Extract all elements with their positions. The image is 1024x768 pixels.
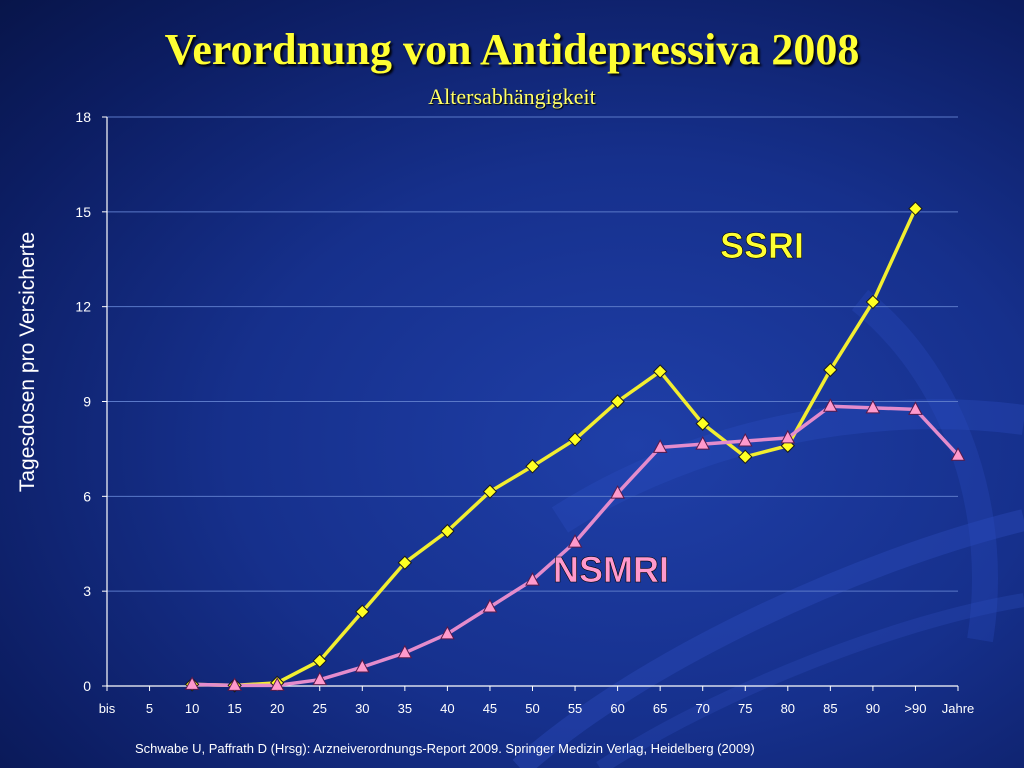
source-citation: Schwabe U, Paffrath D (Hrsg): Arzneivero…	[135, 741, 755, 756]
gridlines	[107, 116, 958, 592]
y-tick-label: 9	[83, 394, 91, 410]
x-tick-label: 10	[185, 701, 199, 716]
x-tick-label: 35	[398, 701, 412, 716]
y-tick-label: 3	[83, 583, 91, 599]
series-line-ssri	[192, 207, 918, 688]
data-point-nsmri	[865, 399, 881, 414]
x-tick-label: 15	[227, 701, 241, 716]
x-tick-label: 90	[866, 701, 880, 716]
data-point-nsmri	[312, 671, 328, 686]
slide-subtitle: Altersabhängigkeit	[428, 84, 596, 109]
x-tick-label: >90	[904, 701, 926, 716]
x-tick-label: 70	[695, 701, 709, 716]
x-tick-label: 80	[781, 701, 795, 716]
series-markers	[184, 201, 966, 693]
x-tick-label: 55	[568, 701, 582, 716]
y-tick-labels: 0 3 6 9 12 15 18	[75, 109, 91, 694]
data-point-nsmri	[482, 598, 498, 613]
x-tick-label: 20	[270, 701, 284, 716]
data-point-nsmri	[440, 625, 455, 640]
x-tick-labels: bis 5 10 15 20 25 30 35 40 45 50 55 60 65 70 75 80 85 90 >9…	[99, 701, 975, 716]
x-tick-label: 75	[738, 701, 752, 716]
data-point-ssri	[397, 555, 413, 570]
x-axis-label: Jahre	[942, 701, 975, 716]
data-point-ssri	[440, 523, 455, 539]
data-point-ssri	[908, 201, 923, 216]
data-point-ssri	[482, 484, 498, 499]
data-point-nsmri	[950, 447, 966, 461]
data-point-nsmri	[567, 534, 583, 548]
data-point-ssri	[567, 432, 583, 447]
y-tick-label: 0	[83, 678, 91, 694]
data-point-nsmri	[908, 401, 923, 415]
data-point-ssri	[652, 364, 668, 379]
x-tick-label: 40	[440, 701, 454, 716]
y-tick-label: 6	[83, 488, 91, 504]
data-point-nsmri	[354, 658, 370, 673]
data-point-ssri	[695, 416, 710, 431]
x-tick-label: 60	[610, 701, 624, 716]
x-tick-label: 85	[823, 701, 837, 716]
series-label-ssri: SSRI	[720, 225, 804, 266]
x-tick-label: 5	[146, 701, 153, 716]
series-labels: SSRI NSMRI	[553, 225, 805, 591]
x-tick-label: bis	[99, 701, 116, 716]
data-point-nsmri	[695, 436, 711, 450]
data-point-nsmri	[610, 485, 625, 499]
series-lines	[192, 207, 960, 688]
data-point-nsmri	[652, 439, 668, 453]
y-tick-label: 18	[75, 109, 91, 125]
x-tick-label: 65	[653, 701, 667, 716]
data-point-ssri	[355, 604, 370, 619]
x-tick-label: 30	[355, 701, 369, 716]
data-point-ssri	[312, 653, 327, 668]
data-point-nsmri	[737, 432, 753, 447]
data-point-ssri	[823, 362, 838, 378]
series-label-nsmri: NSMRI	[553, 549, 669, 590]
x-tick-label: 50	[525, 701, 539, 716]
data-point-nsmri	[184, 676, 200, 690]
data-point-nsmri	[823, 398, 838, 412]
data-point-nsmri	[269, 677, 285, 691]
data-point-ssri	[610, 394, 625, 409]
data-point-nsmri	[780, 429, 796, 444]
y-tick-label: 15	[75, 204, 91, 220]
data-point-ssri	[525, 459, 540, 474]
data-point-nsmri	[397, 644, 413, 659]
x-tick-label: 25	[313, 701, 327, 716]
data-point-ssri	[865, 294, 881, 310]
slide-title: Verordnung von Antidepressiva 2008	[164, 25, 860, 74]
data-point-nsmri	[227, 677, 242, 691]
x-tick-label: 45	[483, 701, 497, 716]
data-point-nsmri	[525, 572, 540, 586]
data-point-ssri	[738, 449, 753, 465]
y-tick-label: 12	[75, 299, 91, 315]
